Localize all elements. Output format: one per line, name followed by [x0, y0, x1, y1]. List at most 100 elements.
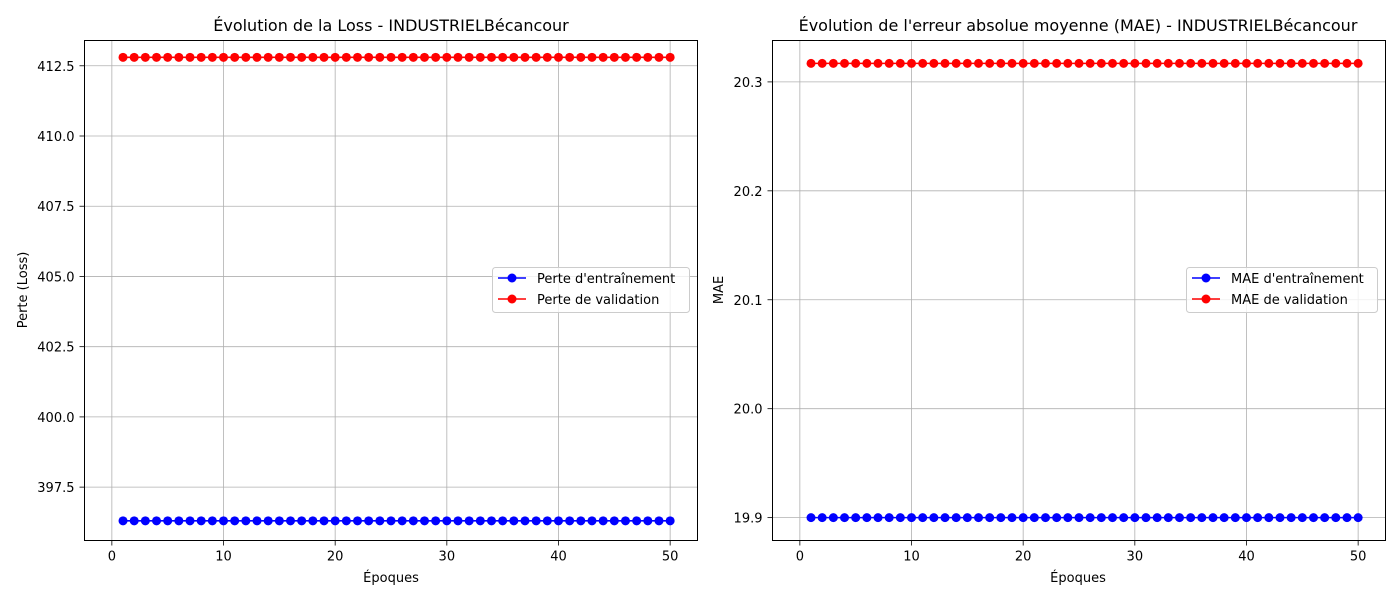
series-0-point — [851, 513, 861, 523]
x-tick-label: 0 — [108, 550, 116, 565]
series-1-point — [1320, 58, 1330, 68]
series-0-point — [431, 516, 441, 526]
series-1-point — [576, 52, 586, 62]
loss-chart-xlabel: Époques — [363, 570, 419, 586]
series-1-point — [598, 52, 608, 62]
legend-marker-train — [507, 273, 517, 283]
series-1-point — [996, 58, 1006, 68]
series-0-point — [996, 513, 1006, 523]
series-0-point — [118, 516, 128, 526]
series-1-point — [962, 58, 972, 68]
series-0-point — [985, 513, 995, 523]
series-0-point — [862, 513, 872, 523]
series-1-point — [464, 52, 474, 62]
series-1-point — [263, 52, 273, 62]
series-0-point — [1085, 513, 1095, 523]
series-1-point — [241, 52, 251, 62]
series-0-point — [1286, 513, 1296, 523]
series-1-point — [1007, 58, 1017, 68]
series-1-point — [397, 52, 407, 62]
series-0-point — [174, 516, 184, 526]
series-1-point — [386, 52, 396, 62]
series-1-point — [806, 58, 816, 68]
series-0-point — [929, 513, 939, 523]
series-1-point — [431, 52, 441, 62]
y-tick-label: 20.3 — [734, 76, 763, 91]
series-0-point — [219, 516, 229, 526]
series-0-point — [129, 516, 139, 526]
series-0-point — [152, 516, 162, 526]
series-1-point — [185, 52, 195, 62]
series-1-point — [1074, 58, 1084, 68]
series-1-point — [553, 52, 563, 62]
series-0-point — [475, 516, 485, 526]
y-tick-label: 19.9 — [734, 512, 763, 527]
series-0-point — [907, 513, 917, 523]
series-1-point — [1130, 58, 1140, 68]
series-1-point — [129, 52, 139, 62]
y-tick-label: 405.0 — [37, 270, 74, 285]
series-1-point — [587, 52, 597, 62]
legend-box — [492, 267, 690, 313]
x-tick-label: 20 — [327, 550, 344, 565]
series-0-point — [576, 516, 586, 526]
series-1-point — [1297, 58, 1307, 68]
series-0-point — [1197, 513, 1207, 523]
mae-chart-series — [806, 58, 1363, 523]
series-1-point — [486, 52, 496, 62]
series-0-point — [230, 516, 240, 526]
x-tick-label: 30 — [439, 550, 456, 565]
series-0-point — [531, 516, 541, 526]
series-1-point — [1174, 58, 1184, 68]
series-0-point — [1342, 513, 1352, 523]
series-0-point — [386, 516, 396, 526]
series-0-point — [632, 516, 642, 526]
mae-chart: Évolution de l'erreur absolue moyenne (M… — [712, 16, 1386, 586]
y-tick-label: 397.5 — [37, 481, 74, 496]
series-1-point — [453, 52, 463, 62]
series-1-point — [895, 58, 905, 68]
series-0-point — [1074, 513, 1084, 523]
series-0-point — [1029, 513, 1039, 523]
series-1-point — [940, 58, 950, 68]
series-1-point — [1253, 58, 1263, 68]
series-0-point — [397, 516, 407, 526]
series-0-point — [620, 516, 630, 526]
series-1-point — [375, 52, 385, 62]
x-tick-label: 30 — [1127, 550, 1144, 565]
loss-chart-title: Évolution de la Loss - INDUSTRIELBécanco… — [213, 16, 569, 35]
series-0-point — [598, 516, 608, 526]
legend-marker-train — [1201, 273, 1211, 283]
series-1-point — [862, 58, 872, 68]
legend-label-val: MAE de validation — [1231, 293, 1348, 308]
series-1-point — [408, 52, 418, 62]
series-0-point — [140, 516, 150, 526]
series-0-point — [895, 513, 905, 523]
series-1-point — [1029, 58, 1039, 68]
y-tick-label: 20.0 — [734, 403, 763, 418]
series-1-point — [1230, 58, 1240, 68]
series-0-point — [565, 516, 575, 526]
series-0-point — [1320, 513, 1330, 523]
series-0-point — [486, 516, 496, 526]
series-1-point — [1096, 58, 1106, 68]
series-1-point — [1219, 58, 1229, 68]
series-0-point — [884, 513, 894, 523]
series-0-point — [1141, 513, 1151, 523]
series-1-point — [509, 52, 519, 62]
series-1-point — [118, 52, 128, 62]
series-0-point — [1308, 513, 1318, 523]
series-1-point — [828, 58, 838, 68]
x-tick-label: 40 — [1238, 550, 1255, 565]
series-0-point — [587, 516, 597, 526]
series-0-point — [252, 516, 262, 526]
x-tick-label: 50 — [662, 550, 679, 565]
series-1-point — [1107, 58, 1117, 68]
series-0-point — [375, 516, 385, 526]
series-1-point — [1308, 58, 1318, 68]
series-0-point — [1130, 513, 1140, 523]
series-0-point — [419, 516, 429, 526]
series-1-point — [1152, 58, 1162, 68]
series-0-point — [453, 516, 463, 526]
series-1-point — [353, 52, 363, 62]
